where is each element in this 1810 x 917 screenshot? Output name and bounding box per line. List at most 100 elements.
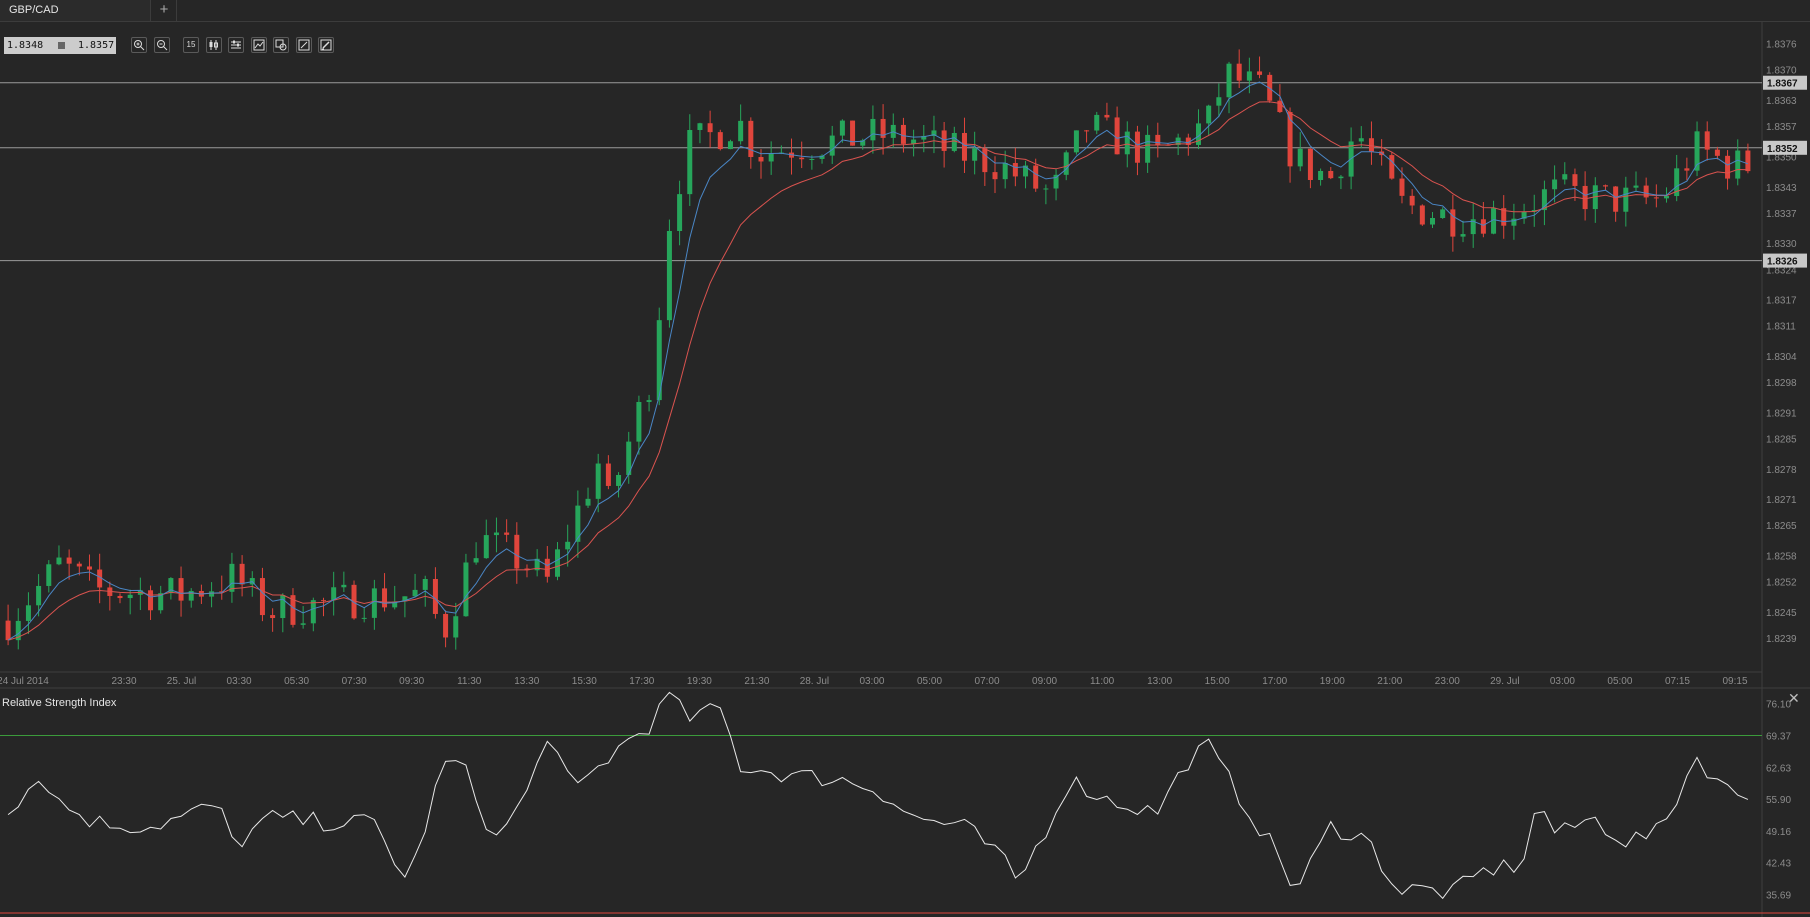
candle-body — [1277, 100, 1283, 113]
price-tick-label: 1.8324 — [1766, 265, 1797, 276]
candle-body — [382, 588, 388, 608]
candle-body — [799, 157, 805, 160]
price-tick-label: 1.8298 — [1766, 378, 1797, 389]
price-tick-label: 1.8239 — [1766, 634, 1797, 645]
candle-body — [493, 532, 499, 536]
candle-body — [758, 157, 764, 162]
candle-body — [483, 535, 489, 559]
rsi-tick-label: 76.10 — [1766, 700, 1791, 711]
candle-body — [860, 140, 866, 146]
candle-body — [280, 595, 286, 619]
chart-settings-icon[interactable] — [251, 37, 267, 53]
candle-body — [1287, 112, 1293, 167]
candle-body — [463, 562, 469, 617]
candle-body — [127, 594, 133, 599]
time-tick-label: 21:00 — [1377, 676, 1402, 687]
candle-body — [809, 158, 815, 160]
candle-body — [768, 153, 774, 162]
add-tab-button[interactable]: + — [152, 0, 177, 21]
candle-body — [900, 124, 906, 144]
rsi-tick-label: 42.43 — [1766, 859, 1791, 870]
candle-body — [961, 132, 967, 161]
price-tick-label: 1.8337 — [1766, 209, 1797, 220]
candle-body — [829, 135, 835, 156]
candle-body — [697, 123, 703, 131]
time-tick-label: 19:30 — [687, 676, 712, 687]
candle-body — [941, 130, 947, 151]
time-tick-label: 24 Jul 2014 — [0, 676, 49, 687]
time-tick-label: 21:30 — [744, 676, 769, 687]
rsi-tick-label: 69.37 — [1766, 731, 1791, 742]
candle-body — [687, 130, 693, 195]
candle-body — [677, 194, 683, 231]
candle-body — [1389, 155, 1395, 179]
candle-body — [748, 120, 754, 158]
price-line-label-bg — [1763, 140, 1807, 155]
candle-body — [1541, 189, 1547, 211]
candle-body — [1653, 197, 1659, 199]
objects-icon[interactable] — [273, 37, 289, 53]
indicators-icon[interactable] — [228, 37, 244, 53]
candle-body — [707, 123, 713, 133]
bid-ask-quote: 1.8348 1.8357 — [4, 37, 116, 54]
candle-body — [1440, 209, 1446, 218]
candle-body — [534, 558, 540, 571]
time-tick-label: 11:30 — [457, 676, 482, 687]
candle-body — [595, 463, 601, 499]
time-tick-label: 15:30 — [572, 676, 597, 687]
candle-body — [911, 139, 917, 144]
candle-body — [951, 132, 957, 151]
price-tick-label: 1.8370 — [1766, 66, 1797, 77]
candle-body — [1155, 134, 1161, 145]
candle-body — [1114, 117, 1120, 155]
candle-body — [1104, 114, 1110, 118]
candle-body — [1643, 185, 1649, 198]
candle-body — [15, 620, 21, 641]
candle-body — [585, 498, 591, 506]
draw-pen-icon[interactable] — [318, 37, 334, 53]
candle-body — [605, 463, 611, 486]
draw-line-icon[interactable] — [296, 37, 312, 53]
candle-body — [1012, 163, 1018, 177]
candle-body — [1623, 187, 1629, 212]
time-tick-label: 13:00 — [1147, 676, 1172, 687]
price-line-label-bg — [1763, 75, 1807, 90]
candle-body — [300, 623, 306, 625]
candle-body — [1409, 195, 1415, 206]
candle-body — [839, 120, 845, 136]
candle-body — [36, 585, 42, 606]
time-tick-label: 03:00 — [859, 676, 884, 687]
zoom-out-icon[interactable] — [154, 37, 170, 53]
candle-body — [656, 320, 662, 401]
candle-body — [371, 588, 377, 618]
candle-body — [666, 230, 672, 321]
rsi-line — [7, 691, 1749, 900]
candle-body — [524, 568, 530, 571]
rsi-tick-label: 49.16 — [1766, 827, 1791, 838]
tab-gbp-cad[interactable]: GBP/CAD — [0, 0, 151, 21]
candle-body — [1328, 170, 1334, 179]
candle-body — [219, 591, 225, 593]
price-tick-label: 1.8271 — [1766, 495, 1797, 506]
time-tick-label: 19:00 — [1320, 676, 1345, 687]
candle-body — [717, 132, 723, 150]
candle-body — [1185, 137, 1191, 145]
candle-body — [1002, 163, 1008, 180]
candle-body — [66, 557, 72, 564]
candle-body — [1084, 130, 1090, 132]
rsi-panel-title: Relative Strength Index — [2, 697, 117, 709]
candle-body — [188, 590, 194, 601]
candle-body — [56, 557, 62, 565]
rsi-tick-label: 62.63 — [1766, 763, 1791, 774]
timeframe-icon[interactable]: 15 — [183, 37, 199, 53]
candle-body — [86, 566, 92, 570]
zoom-in-icon[interactable] — [131, 37, 147, 53]
candle-body — [1531, 210, 1537, 212]
candle-body — [229, 563, 235, 592]
time-tick-label: 23:00 — [1435, 676, 1460, 687]
close-rsi-icon[interactable]: ✕ — [1788, 690, 1800, 706]
price-tick-label: 1.8291 — [1766, 408, 1797, 419]
candle-body — [392, 601, 398, 608]
candlestick-type-icon[interactable] — [206, 37, 222, 53]
